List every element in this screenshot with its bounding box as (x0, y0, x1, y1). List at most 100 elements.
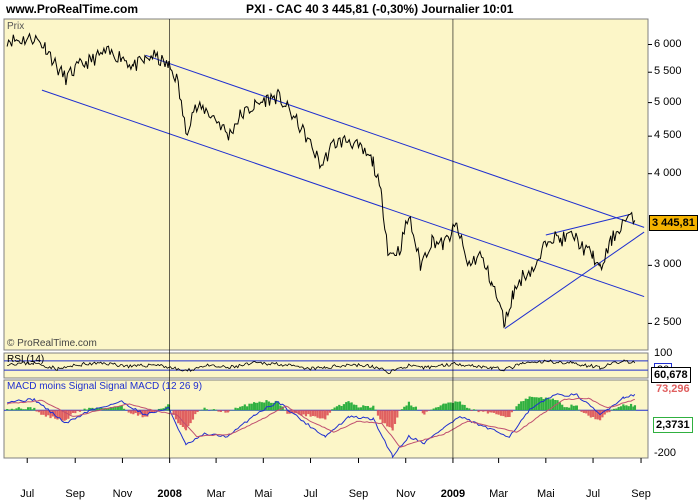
macd-histogram-bar (122, 408, 126, 411)
macd-histogram-bar (610, 409, 613, 411)
macd-histogram-bar (410, 405, 413, 411)
macd-histogram-bar (29, 407, 32, 411)
macd-histogram-bar (484, 410, 487, 412)
macd-histogram-bar (535, 397, 538, 411)
macd-histogram-bar (629, 403, 633, 411)
macd-histogram-bar (274, 400, 277, 411)
macd-histogram-bar (328, 410, 332, 413)
macd-histogram-bar (510, 410, 513, 413)
macd-histogram-bar (393, 410, 397, 424)
macd-histogram-bar (357, 407, 360, 411)
macd-histogram-bar (615, 408, 618, 411)
x-tick-label: 2009 (440, 488, 466, 500)
macd-histogram-bar (625, 405, 628, 411)
macd-histogram-bar (302, 410, 305, 415)
macd-histogram-bar (241, 406, 244, 411)
macd-histogram-bar (383, 410, 387, 424)
macd-histogram-bar (578, 409, 581, 411)
macd-histogram-bar (64, 410, 68, 420)
macd-histogram-bar (520, 401, 523, 411)
macd-histogram-bar (253, 402, 256, 411)
macd-histogram-bar (54, 410, 57, 419)
macd-histogram-bar (439, 405, 442, 411)
macd-histogram-bar (403, 406, 406, 411)
macd-histogram-bar (490, 410, 493, 413)
macd-histogram-bar (172, 410, 175, 415)
macd-histogram-bar (544, 397, 548, 411)
price-panel-bg (3, 18, 649, 351)
macd-histogram-bar (234, 407, 237, 411)
macd-histogram-bar (95, 407, 99, 411)
x-tick-label: Mai (536, 488, 555, 500)
macd-histogram-bar (215, 409, 218, 411)
macd-histogram-bar (331, 409, 334, 411)
macd-histogram-bar (293, 410, 296, 414)
macd-histogram-bar (311, 410, 315, 416)
macd-histogram-bar (88, 408, 92, 411)
macd-histogram-bar (248, 403, 251, 411)
macd-histogram-bar (114, 407, 117, 411)
macd-histogram-bar (56, 410, 59, 420)
macd-histogram-bar (224, 410, 227, 413)
macd-histogram-bar (405, 405, 408, 411)
macd-histogram-bar (362, 405, 365, 411)
macd-histogram-bar (608, 410, 611, 413)
macd-histogram-bar (236, 408, 239, 411)
macd-histogram-bar (575, 405, 578, 411)
macd-histogram-bar (495, 410, 498, 415)
x-tick-label: Mar (489, 488, 509, 500)
macd-histogram-bar (407, 401, 411, 411)
macd-histogram-bar (425, 410, 428, 412)
macd-histogram-bar (277, 401, 280, 411)
macd-histogram-bar (522, 401, 525, 411)
macd-histogram-bar (437, 407, 440, 411)
macd-histogram-bar (461, 404, 464, 411)
macd-histogram-bar (143, 410, 147, 417)
macd-histogram-bar (63, 410, 66, 421)
macd-histogram-bar (300, 410, 303, 416)
macd-histogram-bar (258, 401, 261, 411)
macd-histogram-bar (49, 410, 52, 419)
macd-histogram-bar (71, 410, 75, 413)
x-tick-label: Jul (303, 488, 318, 500)
macd-histogram-bar (324, 410, 327, 420)
macd-histogram-bar (372, 405, 375, 411)
macd-histogram-bar (619, 406, 623, 411)
macd-histogram-bar (617, 407, 620, 411)
macd-histogram-bar (400, 409, 404, 411)
macd-histogram-bar (286, 410, 289, 414)
macd-histogram-bar (376, 410, 380, 416)
macd-histogram-bar (58, 410, 61, 419)
macd-histogram-bar (533, 397, 536, 411)
macd-histogram-bar (290, 410, 294, 414)
macd-histogram-bar (212, 409, 215, 411)
macd-histogram-bar (463, 404, 466, 411)
macd-histogram-bar (447, 402, 450, 411)
macd-histogram-bar (333, 407, 336, 411)
macd-histogram-bar (551, 398, 554, 411)
macd-histogram-bar (76, 410, 79, 412)
macd-histogram-bar (205, 409, 208, 411)
macd-histogram-bar (454, 401, 457, 411)
macd-histogram-bar (465, 407, 469, 411)
macd-histogram-bar (160, 408, 163, 411)
macd-histogram-bar (479, 410, 483, 412)
macd-histogram-bar (497, 410, 500, 415)
macd-histogram-bar (627, 406, 630, 411)
macd-histogram-bar (345, 402, 348, 411)
macd-histogram-bar (632, 406, 635, 411)
macd-histogram-bar (492, 410, 496, 413)
macd-line (7, 393, 636, 459)
macd-histogram-bar (85, 409, 89, 411)
macd-histogram-bar (17, 407, 20, 411)
macd-histogram-bar (263, 402, 266, 411)
x-tick-label: Mai (254, 488, 273, 500)
macd-histogram-bar (267, 401, 270, 411)
x-tick-label: Sep (631, 488, 651, 500)
macd-histogram-bar (489, 410, 492, 413)
macd-histogram-bar (78, 410, 82, 412)
macd-histogram-bar (196, 410, 199, 412)
price-y-tick-label: 4 500 (654, 129, 682, 142)
